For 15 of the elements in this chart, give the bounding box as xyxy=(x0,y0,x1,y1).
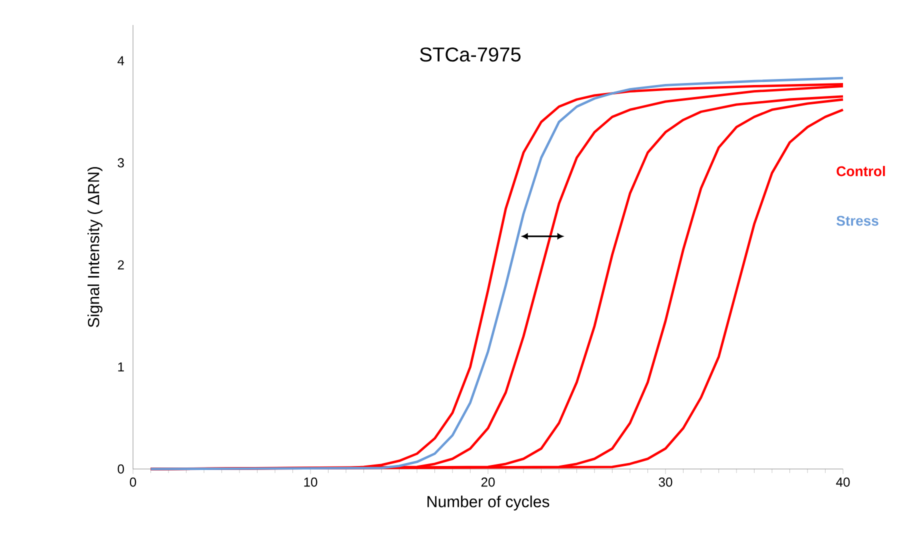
y-tick-label: 4 xyxy=(118,56,124,66)
x-axis-title: Number of cycles xyxy=(428,496,550,510)
y-tick-label: 0 xyxy=(118,464,124,474)
y-tick-label: 1 xyxy=(118,362,124,372)
x-tick-label: 10 xyxy=(304,478,318,487)
y-tick-label: 2 xyxy=(118,260,124,270)
x-tick-label: 0 xyxy=(130,478,136,487)
text: STCa-7975 xyxy=(420,47,521,62)
x-tick-label: 20 xyxy=(481,478,495,487)
text: Stress xyxy=(836,216,878,226)
y-axis-title: Signal Intensity ( ΔRN) xyxy=(87,167,102,328)
y-tick-label: 3 xyxy=(118,158,124,168)
x-tick-label: 30 xyxy=(658,478,672,487)
text: Control xyxy=(836,166,885,176)
x-tick-label: 40 xyxy=(836,478,850,487)
